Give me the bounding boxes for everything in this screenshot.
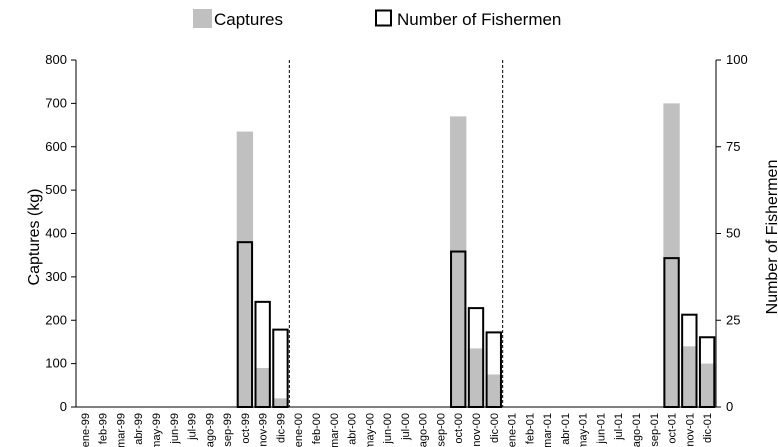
- captures-bar-nov-00: [467, 348, 485, 407]
- x-tick-label-ene-99: ene-99: [80, 413, 92, 447]
- x-tick-label-may-01: may-01: [578, 413, 590, 447]
- fishermen-bar-dic-99: [272, 328, 289, 408]
- y-tick-label-0: 0: [60, 399, 67, 414]
- captures-bar-nov-99: [254, 367, 271, 407]
- x-tick-label-oct-01: oct-01: [667, 413, 679, 444]
- x-tick-label-dic-99: dic-99: [275, 413, 287, 443]
- y2-tick-label-25: 25: [726, 312, 740, 327]
- x-tick-label-jun-00: jun-00: [382, 413, 394, 445]
- x-tick-label-nov-00: nov-00: [471, 413, 483, 447]
- x-tick-label-ene-01: ene-01: [507, 413, 519, 447]
- captures-bar-dic-01: [698, 363, 716, 407]
- x-tick-label-sep-01: sep-01: [649, 413, 661, 447]
- y-tick-label-500: 500: [45, 182, 67, 197]
- y2-tick-label-75: 75: [726, 139, 740, 154]
- captures-bar-oct-01: [663, 103, 680, 407]
- axes: [71, 59, 721, 408]
- x-tick-label-nov-99: nov-99: [258, 413, 270, 447]
- x-tick-label-abr-00: abr-00: [347, 413, 359, 445]
- y-tick-label-100: 100: [45, 356, 67, 371]
- legend-label-captures: Captures: [214, 10, 283, 29]
- y-axis-title: Captures (kg): [26, 189, 43, 286]
- x-tick-label-ago-00: ago-00: [418, 413, 430, 447]
- legend-swatch-captures: [193, 9, 212, 28]
- legend: Captures Number of Fishermen: [193, 9, 561, 29]
- legend-label-fishermen: Number of Fishermen: [397, 10, 561, 29]
- x-tick-label-feb-99: feb-99: [98, 413, 110, 444]
- x-tick-label-ago-99: ago-99: [204, 413, 216, 447]
- x-tick-label-jun-99: jun-99: [169, 413, 181, 445]
- y-tick-label-600: 600: [45, 139, 67, 154]
- x-tick-label-dic-01: dic-01: [702, 413, 714, 443]
- x-tick-label-ene-00: ene-00: [293, 413, 305, 447]
- x-tick-label-jul-99: jul-99: [187, 413, 199, 441]
- y-tick-label-300: 300: [45, 269, 67, 284]
- captures-bar-dic-99: [272, 398, 289, 407]
- x-tick-label-sep-00: sep-00: [435, 413, 447, 447]
- y-tick-label-800: 800: [45, 52, 67, 67]
- x-tick-label-feb-01: feb-01: [524, 413, 536, 444]
- x-tick-label-abr-01: abr-01: [560, 413, 572, 445]
- captures-bar-nov-01: [681, 346, 698, 407]
- captures-bar-oct-99: [236, 131, 254, 407]
- x-tick-label-sep-99: sep-99: [222, 413, 234, 447]
- y2-tick-label-50: 50: [726, 226, 740, 241]
- captures-bar-dic-00: [485, 374, 502, 407]
- x-tick-label-jul-00: jul-00: [400, 413, 412, 441]
- y2-axis-title: Number of Fishermen: [764, 160, 778, 315]
- x-tick-label-dic-00: dic-00: [489, 413, 501, 443]
- x-tick-label-mar-00: mar-00: [329, 413, 341, 447]
- tick-labels: 0 100 200 300 400 500 600 700 800 0 25 50 75 100 ene-9…: [45, 52, 747, 447]
- x-tick-label-nov-01: nov-01: [684, 413, 696, 447]
- x-tick-label-may-99: may-99: [151, 413, 163, 447]
- x-tick-label-mar-99: mar-99: [115, 413, 127, 447]
- x-tick-label-abr-99: abr-99: [133, 413, 145, 445]
- x-tick-label-jul-01: jul-01: [613, 413, 625, 441]
- y2-tick-label-0: 0: [726, 399, 733, 414]
- legend-swatch-fishermen: [375, 9, 392, 27]
- y-tick-label-700: 700: [45, 95, 67, 110]
- y-tick-label-200: 200: [45, 312, 67, 327]
- x-tick-label-mar-01: mar-01: [542, 413, 554, 447]
- captures-bars: [236, 103, 716, 407]
- x-tick-label-may-00: may-00: [364, 413, 376, 447]
- y2-tick-label-100: 100: [726, 52, 748, 67]
- x-tick-label-feb-00: feb-00: [311, 413, 323, 444]
- x-tick-label-oct-99: oct-99: [240, 413, 252, 444]
- x-tick-label-oct-00: oct-00: [453, 413, 465, 444]
- x-tick-label-jun-01: jun-01: [595, 413, 607, 445]
- captures-bar-oct-00: [450, 116, 467, 407]
- y-tick-label-400: 400: [45, 226, 67, 241]
- x-tick-label-ago-01: ago-01: [631, 413, 643, 447]
